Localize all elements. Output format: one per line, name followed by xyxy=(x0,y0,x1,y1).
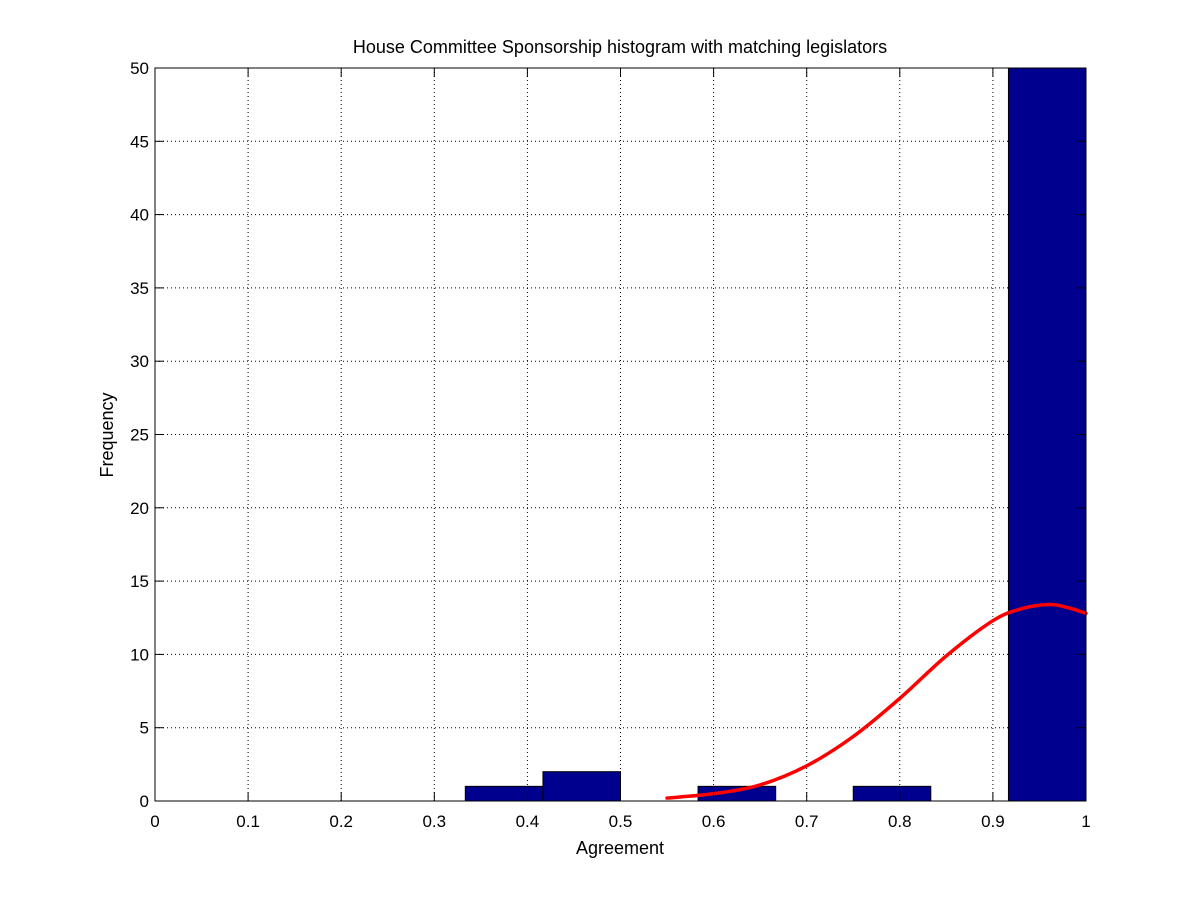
x-axis-ticks: 0 0.1 0.2 0.3 0.4 0.5 0.6 0.7 0.8 0.9 1 xyxy=(150,68,1091,831)
y-tick-label: 5 xyxy=(140,719,149,738)
y-axis-label: Frequency xyxy=(97,392,117,477)
y-axis-ticks: 0 5 10 15 20 25 30 35 40 45 50 xyxy=(130,59,1086,811)
x-tick-label: 0.4 xyxy=(516,812,540,831)
x-tick-label: 1 xyxy=(1081,812,1090,831)
x-tick-label: 0.1 xyxy=(236,812,260,831)
y-tick-label: 45 xyxy=(130,132,149,151)
y-tick-label: 15 xyxy=(130,572,149,591)
x-tick-label: 0.2 xyxy=(329,812,353,831)
x-tick-label: 0.7 xyxy=(795,812,819,831)
y-tick-label: 10 xyxy=(130,645,149,664)
x-tick-label: 0.9 xyxy=(981,812,1005,831)
grid-lines xyxy=(155,68,1086,801)
histogram-bars xyxy=(464,67,1087,802)
histogram-bar-4 xyxy=(1007,67,1087,802)
x-tick-label: 0.5 xyxy=(609,812,633,831)
x-tick-label: 0 xyxy=(150,812,159,831)
histogram-bar-3 xyxy=(852,785,932,802)
y-tick-label: 30 xyxy=(130,352,149,371)
y-tick-label: 25 xyxy=(130,426,149,445)
x-axis-label: Agreement xyxy=(576,838,664,858)
y-tick-label: 35 xyxy=(130,279,149,298)
x-tick-label: 0.6 xyxy=(702,812,726,831)
histogram-bar-0 xyxy=(464,785,544,802)
y-tick-label: 20 xyxy=(130,499,149,518)
x-tick-label: 0.3 xyxy=(422,812,446,831)
plot-frame xyxy=(154,67,1087,802)
y-tick-label: 0 xyxy=(140,792,149,811)
y-tick-label: 40 xyxy=(130,206,149,225)
chart-title: House Committee Sponsorship histogram wi… xyxy=(353,37,887,57)
histogram-bar-1 xyxy=(542,771,621,802)
fit-curve-line xyxy=(665,602,1088,800)
y-tick-label: 50 xyxy=(130,59,149,78)
fit-curve-group xyxy=(665,602,1088,800)
x-tick-label: 0.8 xyxy=(888,812,912,831)
